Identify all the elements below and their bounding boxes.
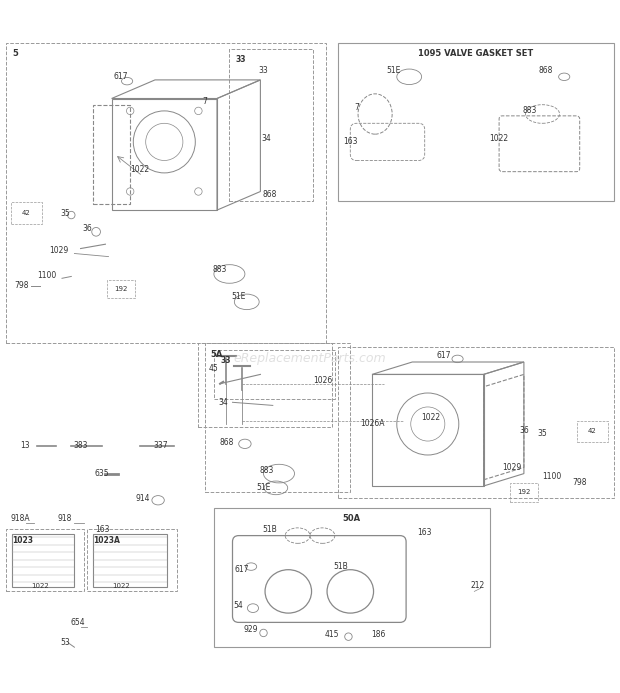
Text: 868: 868: [219, 438, 234, 447]
Bar: [229, 49, 313, 201]
Bar: [205, 344, 350, 492]
Text: 929: 929: [244, 625, 259, 634]
Text: 883: 883: [213, 265, 228, 274]
Text: 883: 883: [259, 466, 274, 475]
Text: 1029: 1029: [49, 246, 69, 255]
Text: 868: 868: [538, 66, 553, 75]
Bar: [107, 279, 135, 298]
Bar: [510, 483, 538, 502]
Text: 798: 798: [572, 478, 587, 487]
Bar: [12, 534, 74, 587]
Text: 50A: 50A: [343, 514, 361, 523]
Text: 163: 163: [417, 528, 432, 537]
Text: 1022: 1022: [32, 584, 49, 590]
Text: 617: 617: [436, 351, 451, 360]
Text: 617: 617: [113, 72, 128, 81]
Text: 918: 918: [58, 514, 73, 523]
Text: 42: 42: [22, 210, 30, 216]
Text: 1022: 1022: [422, 413, 440, 422]
Bar: [87, 529, 177, 591]
Text: 33: 33: [236, 55, 246, 64]
Text: 635: 635: [95, 469, 110, 478]
Text: 918A: 918A: [11, 514, 30, 523]
Text: 51B: 51B: [262, 525, 277, 534]
Text: 1022: 1022: [130, 166, 149, 175]
Text: 654: 654: [70, 618, 85, 627]
Text: 36: 36: [519, 426, 529, 435]
Bar: [6, 529, 84, 591]
Text: 33: 33: [259, 66, 268, 75]
Text: 617: 617: [234, 565, 249, 574]
Text: 1023A: 1023A: [93, 536, 120, 545]
Text: 51E: 51E: [256, 483, 271, 492]
Text: 33: 33: [220, 356, 231, 365]
Text: 383: 383: [73, 441, 88, 450]
Text: 51E: 51E: [231, 292, 246, 301]
Text: 337: 337: [154, 441, 169, 450]
Text: 212: 212: [471, 581, 484, 590]
Bar: [93, 534, 167, 587]
Text: 45: 45: [209, 364, 219, 373]
Text: 415: 415: [324, 631, 339, 640]
Text: 1100: 1100: [37, 271, 56, 280]
Text: 1022: 1022: [112, 584, 130, 590]
Text: 1026A: 1026A: [360, 419, 384, 428]
Text: 192: 192: [517, 489, 531, 495]
Text: 914: 914: [135, 494, 150, 503]
Bar: [214, 508, 490, 647]
Text: 42: 42: [588, 428, 596, 435]
Text: 35: 35: [60, 209, 70, 218]
Text: 192: 192: [114, 286, 128, 292]
Text: 13: 13: [20, 441, 30, 450]
Text: 36: 36: [82, 225, 92, 234]
Text: 7: 7: [202, 97, 207, 106]
Bar: [338, 43, 614, 201]
Bar: [338, 346, 614, 498]
Text: 868: 868: [262, 190, 277, 199]
Text: 1095 VALVE GASKET SET: 1095 VALVE GASKET SET: [418, 49, 533, 58]
Bar: [6, 43, 326, 344]
Text: 186: 186: [371, 631, 386, 640]
Text: 163: 163: [343, 137, 358, 146]
Text: 5: 5: [12, 49, 18, 58]
Text: 1026: 1026: [312, 376, 332, 385]
Text: 1022: 1022: [490, 134, 508, 143]
Text: 883: 883: [523, 107, 538, 116]
Bar: [214, 349, 335, 399]
Text: 51B: 51B: [334, 562, 348, 571]
Text: 7: 7: [354, 103, 359, 112]
Text: 163: 163: [95, 525, 110, 534]
Text: 5A: 5A: [211, 349, 223, 358]
Text: eReplacementParts.com: eReplacementParts.com: [234, 353, 386, 365]
Text: 34: 34: [218, 398, 228, 407]
Text: 1023: 1023: [12, 536, 33, 545]
Text: 35: 35: [538, 429, 547, 438]
Text: 54: 54: [234, 601, 244, 610]
Text: 51E: 51E: [386, 66, 401, 75]
Bar: [198, 344, 332, 427]
Text: 798: 798: [14, 281, 29, 290]
Text: 34: 34: [262, 134, 272, 143]
Text: 1029: 1029: [502, 463, 521, 472]
Bar: [577, 421, 608, 442]
Bar: [11, 202, 42, 224]
Text: 1100: 1100: [542, 472, 562, 481]
Text: 53: 53: [60, 638, 70, 647]
